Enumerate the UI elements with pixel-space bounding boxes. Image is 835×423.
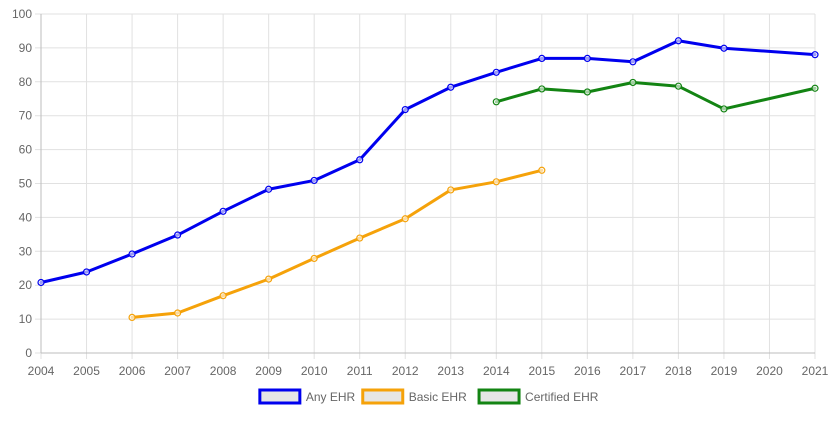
x-tick-label: 2008: [210, 364, 237, 378]
x-tick-label: 2021: [802, 364, 829, 378]
data-point[interactable]: [674, 82, 683, 90]
x-tick-label: 2020: [756, 364, 783, 378]
y-tick-label: 70: [19, 109, 33, 123]
data-point[interactable]: [538, 166, 546, 174]
data-point[interactable]: [629, 58, 637, 66]
x-tick-label: 2015: [528, 364, 555, 378]
series-line: [130, 168, 544, 319]
legend-item[interactable]: Certified EHR: [477, 388, 599, 405]
x-tick-label: 2010: [301, 364, 328, 378]
data-point[interactable]: [173, 309, 182, 317]
data-point[interactable]: [128, 313, 136, 322]
legend-item[interactable]: Basic EHR: [361, 388, 467, 405]
data-point[interactable]: [37, 278, 45, 287]
data-point[interactable]: [356, 156, 364, 164]
x-tick-label: 2011: [347, 364, 373, 378]
legend-item[interactable]: Any EHR: [258, 388, 356, 405]
y-tick-label: 30: [19, 244, 33, 258]
legend: Any EHR Basic EHR Certified EHR: [258, 388, 599, 405]
y-tick-label: 80: [19, 75, 33, 89]
data-point[interactable]: [401, 105, 409, 114]
x-tick-label: 2013: [437, 364, 464, 378]
x-tick-label: 2005: [73, 364, 100, 378]
data-point[interactable]: [583, 54, 591, 63]
data-point[interactable]: [629, 78, 637, 87]
x-tick-label: 2014: [483, 364, 510, 378]
y-tick-label: 50: [19, 177, 33, 191]
data-point[interactable]: [219, 207, 227, 215]
y-axis-ticks: 0 10 20 30 40 50 60 70 80 90 100: [12, 7, 32, 360]
data-point[interactable]: [128, 250, 136, 258]
x-tick-label: 2006: [119, 364, 146, 378]
series-line: [39, 39, 817, 284]
data-point[interactable]: [310, 254, 318, 263]
data-point[interactable]: [811, 84, 819, 92]
legend-swatch: [477, 388, 521, 405]
y-tick-label: 90: [19, 41, 33, 55]
data-point[interactable]: [82, 268, 91, 276]
legend-swatch: [258, 388, 302, 405]
grid-lines: [35, 13, 816, 359]
y-tick-label: 20: [19, 278, 33, 292]
data-point[interactable]: [173, 231, 182, 239]
legend-label: Any EHR: [306, 390, 356, 404]
series-group: [37, 37, 819, 322]
legend-label: Certified EHR: [525, 390, 599, 404]
x-tick-label: 2018: [665, 364, 692, 378]
y-tick-label: 100: [12, 7, 32, 21]
x-tick-label: 2007: [164, 364, 191, 378]
axes: [40, 14, 815, 354]
x-tick-label: 2016: [574, 364, 601, 378]
data-point[interactable]: [356, 234, 364, 242]
data-point[interactable]: [265, 275, 273, 283]
x-tick-label: 2017: [620, 364, 647, 378]
data-point[interactable]: [310, 176, 318, 185]
data-point[interactable]: [265, 185, 273, 193]
y-tick-label: 10: [19, 312, 33, 326]
data-point[interactable]: [492, 68, 500, 76]
data-point[interactable]: [538, 54, 546, 63]
data-point[interactable]: [674, 37, 683, 45]
data-point[interactable]: [492, 98, 500, 106]
y-tick-label: 60: [19, 143, 33, 157]
legend-swatch: [361, 388, 405, 405]
data-point[interactable]: [583, 88, 591, 96]
data-point[interactable]: [447, 186, 455, 194]
data-point[interactable]: [811, 51, 819, 59]
x-tick-label: 2004: [28, 364, 55, 378]
data-point[interactable]: [492, 178, 500, 186]
y-tick-label: 40: [19, 210, 33, 224]
data-point[interactable]: [538, 85, 546, 93]
data-point[interactable]: [720, 105, 728, 113]
data-point[interactable]: [401, 215, 409, 223]
x-tick-label: 2019: [711, 364, 738, 378]
x-axis-ticks: 2004 2005 2006 2007 2008 2009 2010 2011 2012 2013…: [28, 364, 829, 378]
x-tick-label: 2012: [392, 364, 419, 378]
x-tick-label: 2009: [255, 364, 282, 378]
legend-label: Basic EHR: [409, 390, 467, 404]
data-point[interactable]: [219, 292, 227, 300]
data-point[interactable]: [720, 44, 728, 52]
data-point[interactable]: [447, 83, 455, 91]
y-tick-label: 0: [25, 346, 32, 360]
